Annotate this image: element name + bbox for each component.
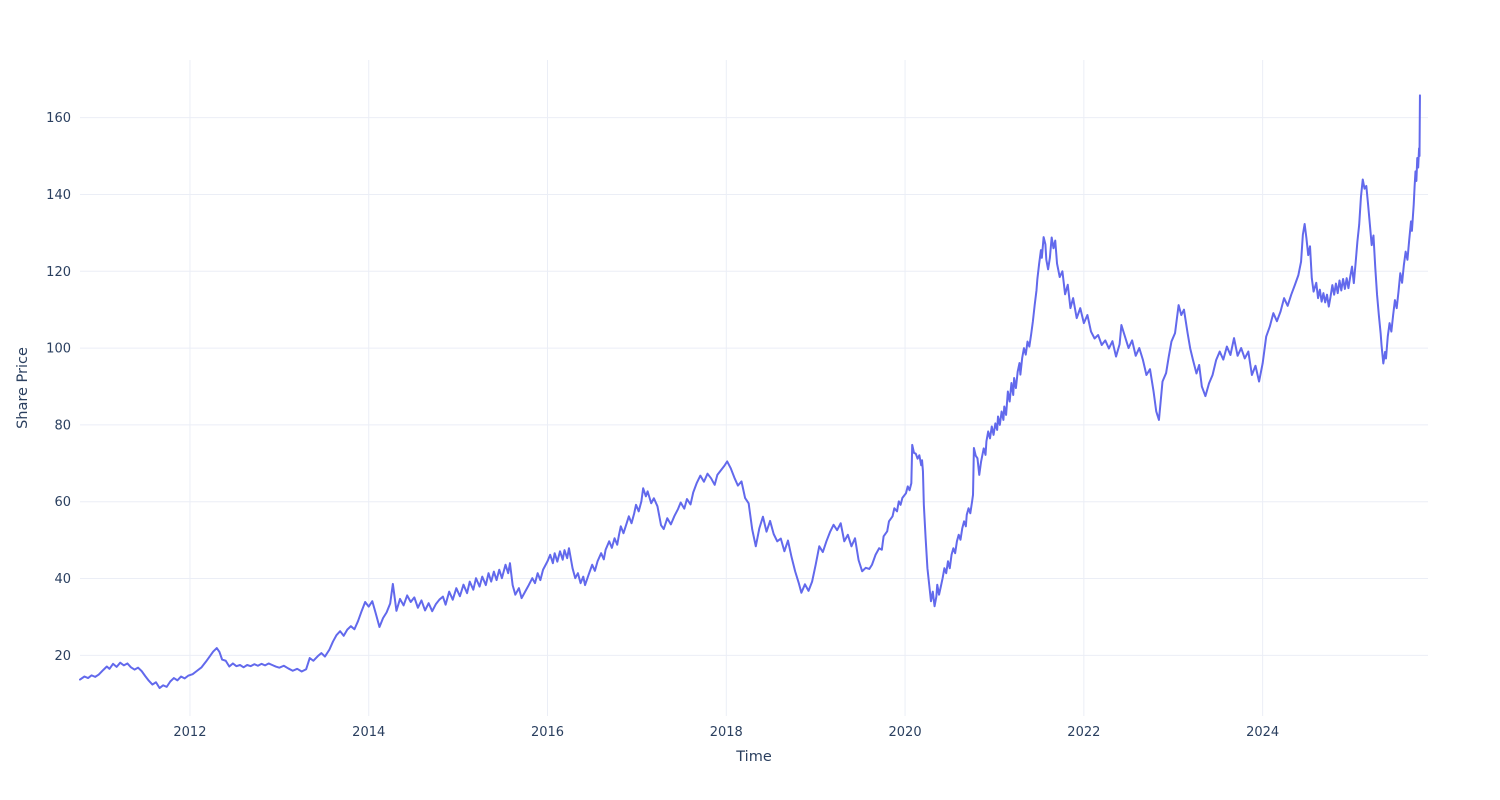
y-tick-label: 60 — [54, 495, 71, 510]
x-tick-label: 2020 — [889, 725, 922, 740]
x-tick-label: 2024 — [1246, 725, 1279, 740]
x-tick-label: 2016 — [531, 725, 564, 740]
plot-area[interactable] — [80, 60, 1428, 713]
y-tick-label: 160 — [46, 111, 71, 126]
y-tick-label: 20 — [54, 649, 71, 664]
y-tick-label: 40 — [54, 572, 71, 587]
x-axis-title: Time — [735, 749, 772, 765]
y-tick-label: 80 — [54, 418, 71, 433]
x-tick-label: 2018 — [710, 725, 743, 740]
x-tick-label: 2022 — [1067, 725, 1100, 740]
y-axis-title: Share Price — [15, 347, 31, 429]
x-tick-label: 2014 — [352, 725, 385, 740]
gridlines — [80, 60, 1428, 716]
y-tick-label: 120 — [46, 265, 71, 280]
y-tick-label: 100 — [46, 342, 71, 357]
x-tick-label: 2012 — [173, 725, 206, 740]
share-price-line-series — [79, 94, 1421, 690]
axis-tick-labels: 20 40 60 80 100 120 140 160 2012 2014 2016 2018 2020… — [46, 111, 1279, 740]
y-tick-label: 140 — [46, 188, 71, 203]
